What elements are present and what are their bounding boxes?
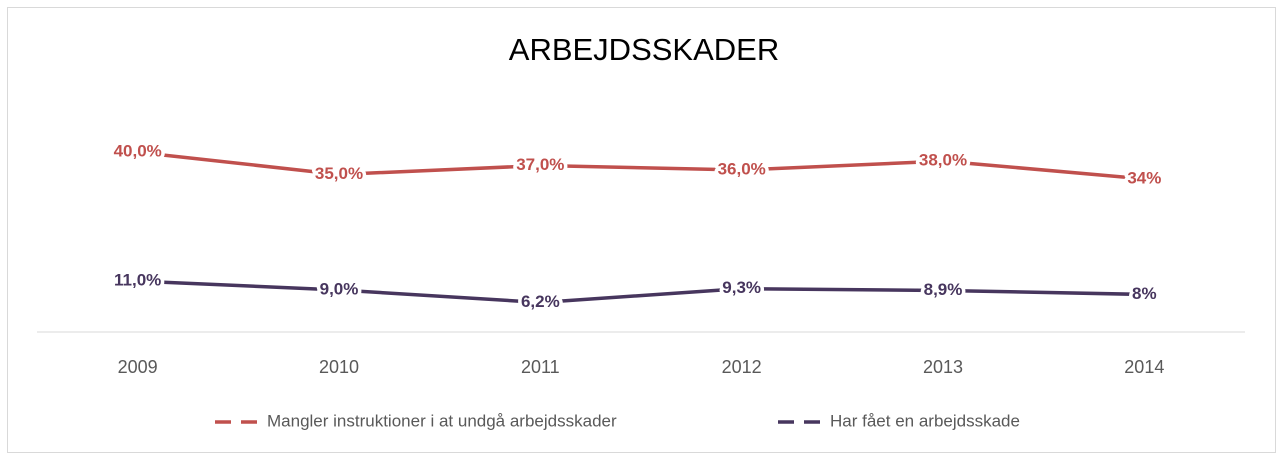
- data-label: 11,0%: [114, 271, 161, 290]
- legend-label: Mangler instruktioner i at undgå arbejds…: [267, 411, 617, 430]
- data-label: 9,3%: [722, 278, 761, 297]
- data-label: 8%: [1132, 284, 1157, 303]
- data-label: 40,0%: [114, 142, 162, 161]
- data-label: 9,0%: [320, 279, 359, 298]
- x-tick-label: 2012: [722, 357, 762, 377]
- series-line: [137, 279, 1145, 305]
- x-tick-label: 2011: [521, 357, 560, 377]
- data-label: 38,0%: [919, 151, 967, 170]
- x-tick-label: 2009: [118, 357, 158, 377]
- data-label: 37,0%: [516, 155, 564, 174]
- data-label: 8,9%: [924, 280, 963, 299]
- data-label: 34%: [1127, 168, 1161, 187]
- chart-frame: [7, 7, 1276, 453]
- data-label: 36,0%: [718, 159, 766, 178]
- x-tick-label: 2013: [923, 357, 963, 377]
- x-tick-label: 2010: [319, 357, 359, 377]
- chart-title: ARBEJDSSKADER: [509, 32, 779, 67]
- x-tick-label: 2014: [1124, 357, 1164, 377]
- data-label: 35,0%: [315, 164, 363, 183]
- legend-label: Har fået en arbejdsskade: [830, 411, 1020, 430]
- series-line: [137, 150, 1145, 181]
- data-label: 6,2%: [521, 292, 560, 311]
